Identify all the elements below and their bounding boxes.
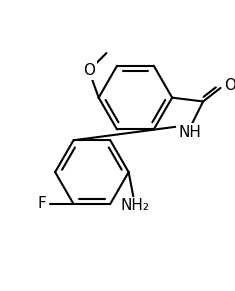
Text: F: F: [37, 196, 46, 212]
Text: NH: NH: [178, 125, 201, 140]
Text: NH₂: NH₂: [121, 198, 150, 213]
Text: O: O: [224, 78, 235, 93]
Text: O: O: [83, 63, 95, 78]
